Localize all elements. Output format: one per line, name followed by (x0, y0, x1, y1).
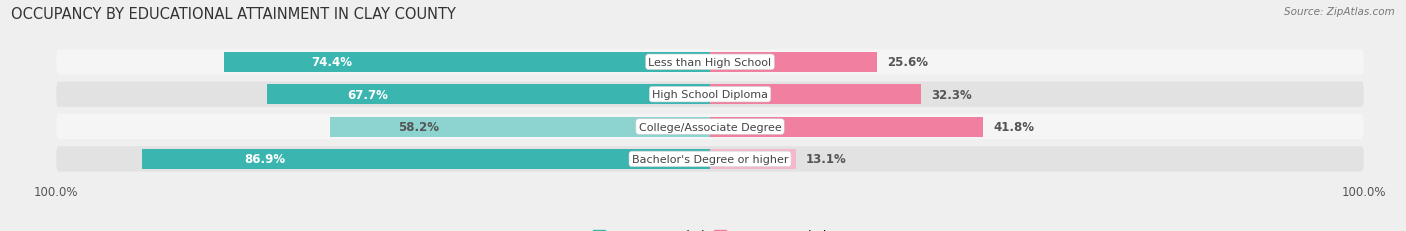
Text: Source: ZipAtlas.com: Source: ZipAtlas.com (1284, 7, 1395, 17)
Text: 13.1%: 13.1% (806, 153, 846, 166)
FancyBboxPatch shape (56, 147, 1364, 172)
Text: 86.9%: 86.9% (245, 153, 285, 166)
Bar (710, 149, 796, 169)
Text: College/Associate Degree: College/Associate Degree (638, 122, 782, 132)
Text: 67.7%: 67.7% (347, 88, 388, 101)
Legend: Owner-occupied, Renter-occupied: Owner-occupied, Renter-occupied (588, 224, 832, 231)
Text: Less than High School: Less than High School (648, 58, 772, 67)
Bar (142, 149, 710, 169)
Text: High School Diploma: High School Diploma (652, 90, 768, 100)
Text: 58.2%: 58.2% (398, 121, 439, 134)
Text: 74.4%: 74.4% (311, 56, 352, 69)
Text: OCCUPANCY BY EDUCATIONAL ATTAINMENT IN CLAY COUNTY: OCCUPANCY BY EDUCATIONAL ATTAINMENT IN C… (11, 7, 456, 22)
Bar (710, 117, 983, 137)
Bar (710, 52, 877, 73)
Text: 41.8%: 41.8% (993, 121, 1035, 134)
Text: 25.6%: 25.6% (887, 56, 928, 69)
Bar (710, 85, 921, 105)
FancyBboxPatch shape (56, 50, 1364, 75)
Text: Bachelor's Degree or higher: Bachelor's Degree or higher (631, 154, 789, 164)
FancyBboxPatch shape (56, 82, 1364, 107)
FancyBboxPatch shape (56, 114, 1364, 140)
Text: 32.3%: 32.3% (931, 88, 972, 101)
Bar (267, 85, 710, 105)
Bar (224, 52, 710, 73)
Bar (329, 117, 710, 137)
